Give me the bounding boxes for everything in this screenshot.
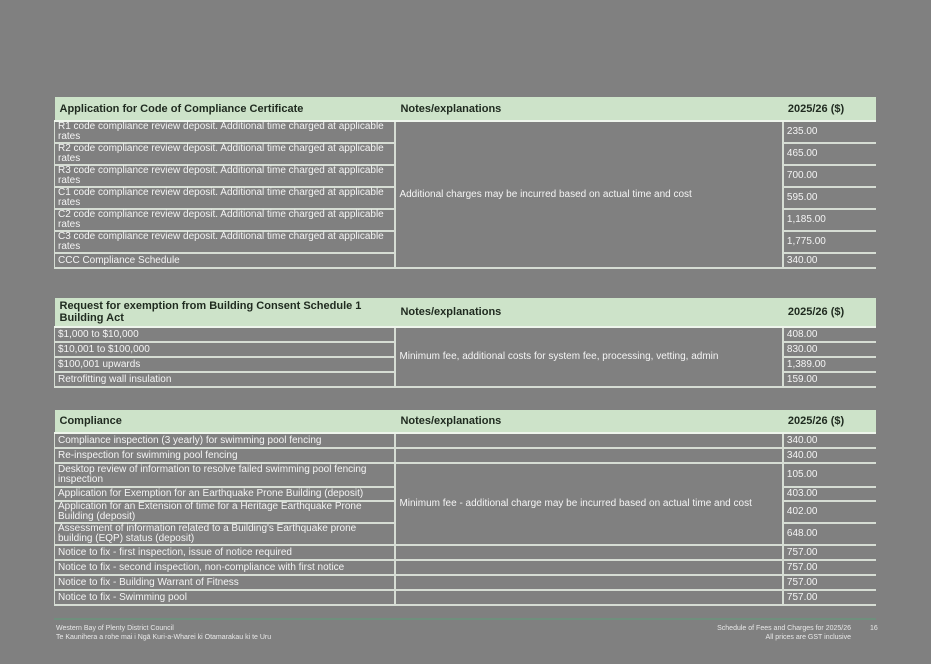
row-label: Retrofitting wall insulation [54, 372, 397, 388]
table-row: $1,000 to $10,000 Minimum fee, additiona… [54, 327, 876, 388]
table-row: Notice to fix - Swimming pool 757.00 [54, 590, 876, 606]
table-row: C3 code compliance review deposit. Addit… [54, 231, 876, 254]
page-number: 16 [870, 625, 878, 632]
row-label: Compliance inspection (3 yearly) for swi… [54, 433, 397, 449]
shared-note: Minimum fee, additional costs for system… [395, 327, 784, 388]
notes-header: Notes/explanations [395, 97, 783, 122]
row-label: Assessment of information related to a B… [54, 523, 397, 546]
row-label: $1,000 to $10,000 [54, 327, 397, 343]
row-label: Notice to fix - second inspection, non-c… [54, 560, 397, 576]
table-row: R2 code compliance review deposit. Addit… [54, 143, 876, 166]
footer-left: Western Bay of Plenty District Council T… [56, 624, 271, 642]
row-label: Application for an Extension of time for… [54, 501, 397, 524]
footer-council-name: Western Bay of Plenty District Council [56, 625, 174, 632]
row-label: Re-inspection for swimming pool fencing [54, 448, 397, 464]
row-value: 757.00 [782, 590, 876, 606]
exemption-table: Request for exemption from Building Cons… [54, 298, 876, 388]
row-value: 595.00 [782, 187, 876, 210]
table-row: C1 code compliance review deposit. Addit… [54, 187, 876, 210]
row-label: C3 code compliance review deposit. Addit… [54, 231, 397, 254]
row-value: 340.00 [782, 253, 876, 269]
notes-header: Notes/explanations [395, 298, 783, 328]
row-value: 1,775.00 [782, 231, 876, 254]
row-label: C2 code compliance review deposit. Addit… [54, 209, 397, 232]
table-title: Request for exemption from Building Cons… [54, 298, 396, 328]
footer-gst-note: All prices are GST inclusive [765, 634, 851, 641]
row-label: C1 code compliance review deposit. Addit… [54, 187, 397, 210]
table-row: Compliance inspection (3 yearly) for swi… [54, 433, 876, 449]
row-value: 235.00 [782, 121, 876, 144]
table-row: $10,001 to $100,000 830.00 [54, 342, 876, 358]
table-row: Application for Exemption for an Earthqu… [54, 487, 876, 502]
row-value: 830.00 [782, 342, 876, 358]
table-row: Re-inspection for swimming pool fencing … [54, 448, 876, 464]
row-note [395, 590, 784, 606]
table-title: Compliance [54, 410, 396, 434]
row-note [395, 545, 784, 561]
table-row: Desktop review of information to resolve… [54, 463, 876, 546]
footer-council-maori: Te Kaunihera a rohe mai i Ngā Kuri-a-Wha… [56, 634, 272, 641]
row-note [395, 560, 784, 576]
ccc-table: Application for Code of Compliance Certi… [54, 97, 876, 269]
row-value: 648.00 [782, 523, 876, 546]
table-row: R1 code compliance review deposit. Addit… [54, 121, 876, 269]
row-label: Notice to fix - first inspection, issue … [54, 545, 397, 561]
value-header: 2025/26 ($) [782, 298, 876, 328]
row-value: 700.00 [782, 165, 876, 188]
table-row: Assessment of information related to a B… [54, 523, 876, 546]
table-row: $100,001 upwards 1,389.00 [54, 357, 876, 373]
row-value: 1,389.00 [782, 357, 876, 373]
row-label: Notice to fix - Swimming pool [54, 590, 397, 606]
row-note [395, 433, 784, 449]
notes-header: Notes/explanations [395, 410, 783, 434]
row-label: Notice to fix - Building Warrant of Fitn… [54, 575, 397, 591]
row-value: 408.00 [782, 327, 876, 343]
row-value: 159.00 [782, 372, 876, 388]
row-value: 402.00 [782, 501, 876, 524]
row-value: 757.00 [782, 545, 876, 561]
compliance-table: Compliance Notes/explanations 2025/26 ($… [54, 410, 876, 606]
row-label: Application for Exemption for an Earthqu… [54, 487, 397, 502]
row-value: 340.00 [782, 448, 876, 464]
table-row: Retrofitting wall insulation 159.00 [54, 372, 876, 388]
footer-doc-title: Schedule of Fees and Charges for 2025/26 [717, 625, 851, 632]
row-value: 1,185.00 [782, 209, 876, 232]
row-label: $100,001 upwards [54, 357, 397, 373]
table-row: Application for an Extension of time for… [54, 501, 876, 524]
value-header: 2025/26 ($) [782, 97, 876, 122]
row-note [395, 448, 784, 464]
row-label: Desktop review of information to resolve… [54, 463, 397, 488]
row-value: 757.00 [782, 575, 876, 591]
row-value: 105.00 [782, 463, 876, 488]
row-label: R1 code compliance review deposit. Addit… [54, 121, 397, 144]
shared-note: Minimum fee - additional charge may be i… [395, 463, 784, 546]
row-note [395, 575, 784, 591]
table-row: Notice to fix - first inspection, issue … [54, 545, 876, 561]
row-label: CCC Compliance Schedule [54, 253, 397, 269]
shared-note: Additional charges may be incurred based… [395, 121, 784, 269]
table-row: R3 code compliance review deposit. Addit… [54, 165, 876, 188]
table-title: Application for Code of Compliance Certi… [54, 97, 396, 122]
value-header: 2025/26 ($) [782, 410, 876, 434]
table-row: Notice to fix - second inspection, non-c… [54, 560, 876, 576]
footer-right: Schedule of Fees and Charges for 2025/26… [717, 624, 851, 642]
row-value: 340.00 [782, 433, 876, 449]
row-label: R2 code compliance review deposit. Addit… [54, 143, 397, 166]
row-label: $10,001 to $100,000 [54, 342, 397, 358]
row-label: R3 code compliance review deposit. Addit… [54, 165, 397, 188]
row-value: 465.00 [782, 143, 876, 166]
row-value: 757.00 [782, 560, 876, 576]
table-row: Notice to fix - Building Warrant of Fitn… [54, 575, 876, 591]
row-value: 403.00 [782, 487, 876, 502]
footer-divider [54, 618, 876, 620]
table-row: CCC Compliance Schedule 340.00 [54, 253, 876, 269]
table-row: C2 code compliance review deposit. Addit… [54, 209, 876, 232]
